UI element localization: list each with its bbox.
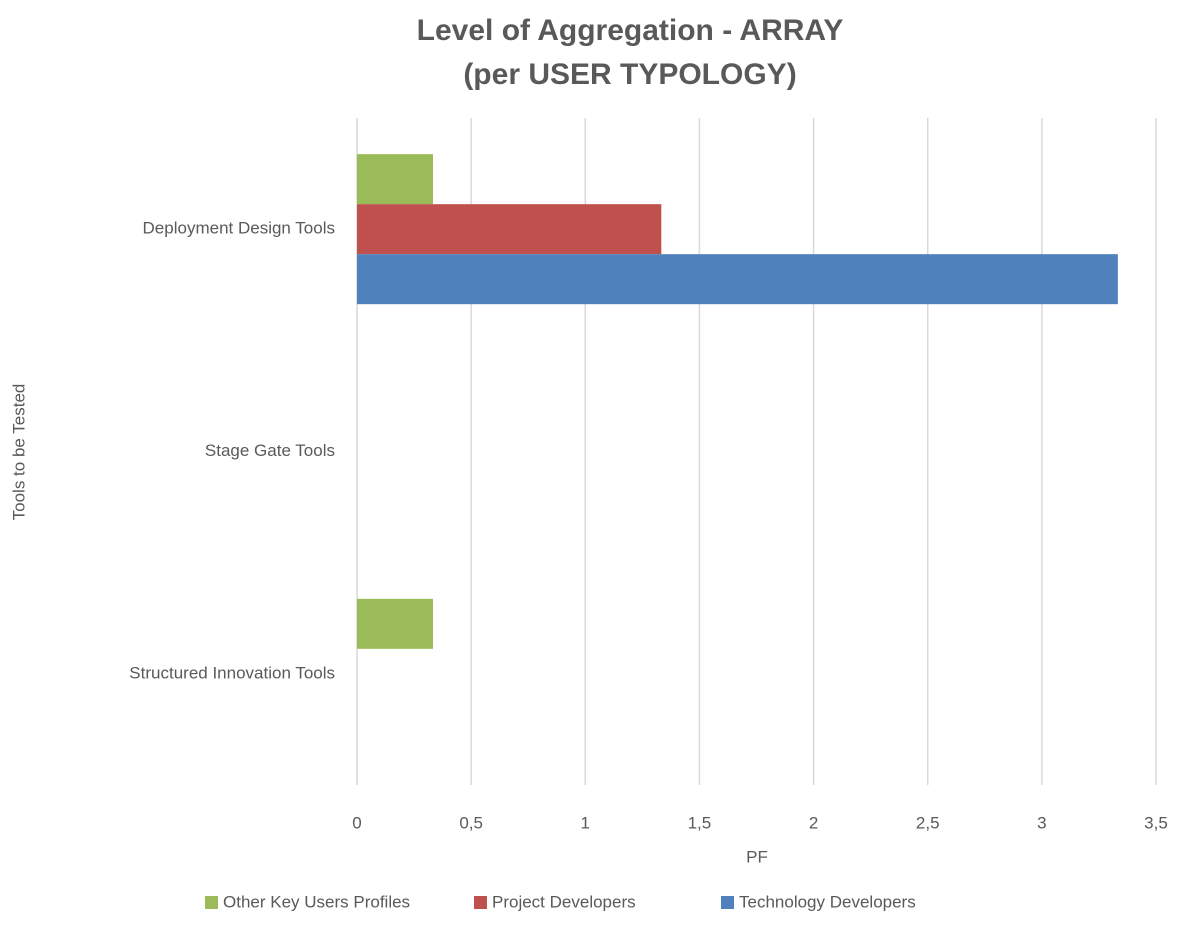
bar: [357, 254, 1118, 305]
y-tick-label: Deployment Design Tools: [143, 219, 335, 238]
legend-label: Other Key Users Profiles: [223, 892, 410, 911]
legend-label: Technology Developers: [739, 892, 916, 911]
bar: [357, 598, 434, 649]
y-axis-label: Tools to be Tested: [9, 384, 28, 521]
y-tick-label: Stage Gate Tools: [205, 441, 335, 460]
x-tick-label: 2,5: [916, 813, 940, 832]
x-tick-label: 3,5: [1144, 813, 1168, 832]
x-tick-label: 1,5: [688, 813, 712, 832]
legend-swatch: [205, 896, 218, 909]
bar: [357, 204, 662, 255]
legend-label: Project Developers: [492, 892, 636, 911]
x-tick-label: 2: [809, 813, 818, 832]
x-tick-label: 1: [581, 813, 590, 832]
x-tick-label: 0: [352, 813, 361, 832]
chart-title: Level of Aggregation - ARRAY: [417, 14, 844, 47]
x-axis-label: PF: [746, 847, 768, 866]
chart-title: (per USER TYPOLOGY): [463, 58, 796, 91]
x-tick-label: 0,5: [459, 813, 483, 832]
legend-swatch: [721, 896, 734, 909]
bar: [357, 154, 434, 205]
x-tick-label: 3: [1037, 813, 1046, 832]
y-tick-label: Structured Innovation Tools: [129, 663, 335, 682]
legend-swatch: [474, 896, 487, 909]
